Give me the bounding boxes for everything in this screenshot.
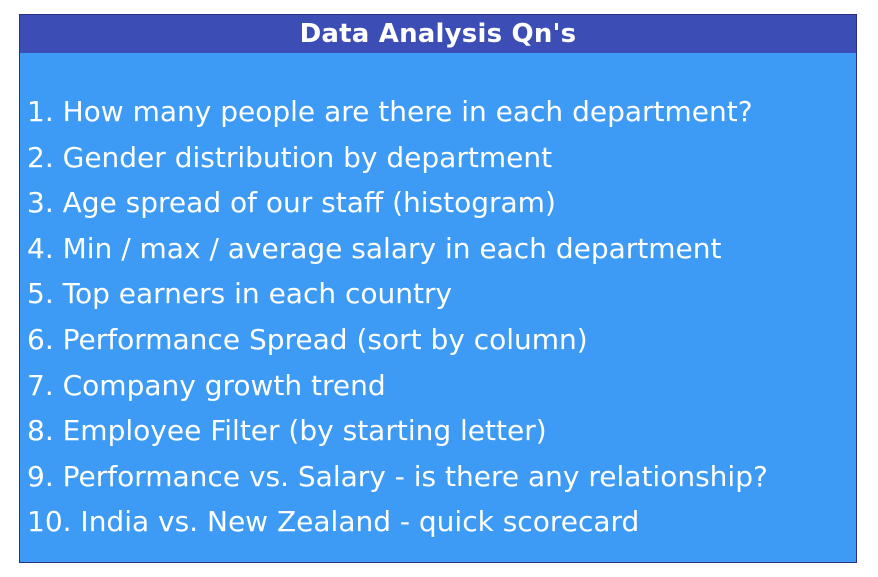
question-item-5: 5. Top earners in each country <box>27 277 453 311</box>
question-list: 1. How many people are there in each dep… <box>27 89 848 545</box>
question-item-3: 3. Age spread of our staff (histogram) <box>27 186 556 220</box>
question-item-9: 9. Performance vs. Salary - is there any… <box>27 459 768 493</box>
card-header: Data Analysis Qn's <box>20 15 856 53</box>
question-item-2: 2. Gender distribution by department <box>27 140 553 174</box>
question-item-1: 1. How many people are there in each dep… <box>27 95 753 128</box>
questions-card: Data Analysis Qn's 1. How many people ar… <box>19 14 857 563</box>
question-item-8: 8. Employee Filter (by starting letter) <box>27 414 547 448</box>
question-item-4: 4. Min / max / average salary in each de… <box>27 231 722 265</box>
question-item-6: 6. Performance Spread (sort by column) <box>27 322 588 356</box>
card-title: Data Analysis Qn's <box>299 19 577 49</box>
question-item-10: 10. India vs. New Zealand - quick scorec… <box>27 505 640 539</box>
question-item-7: 7. Company growth trend <box>27 368 386 402</box>
